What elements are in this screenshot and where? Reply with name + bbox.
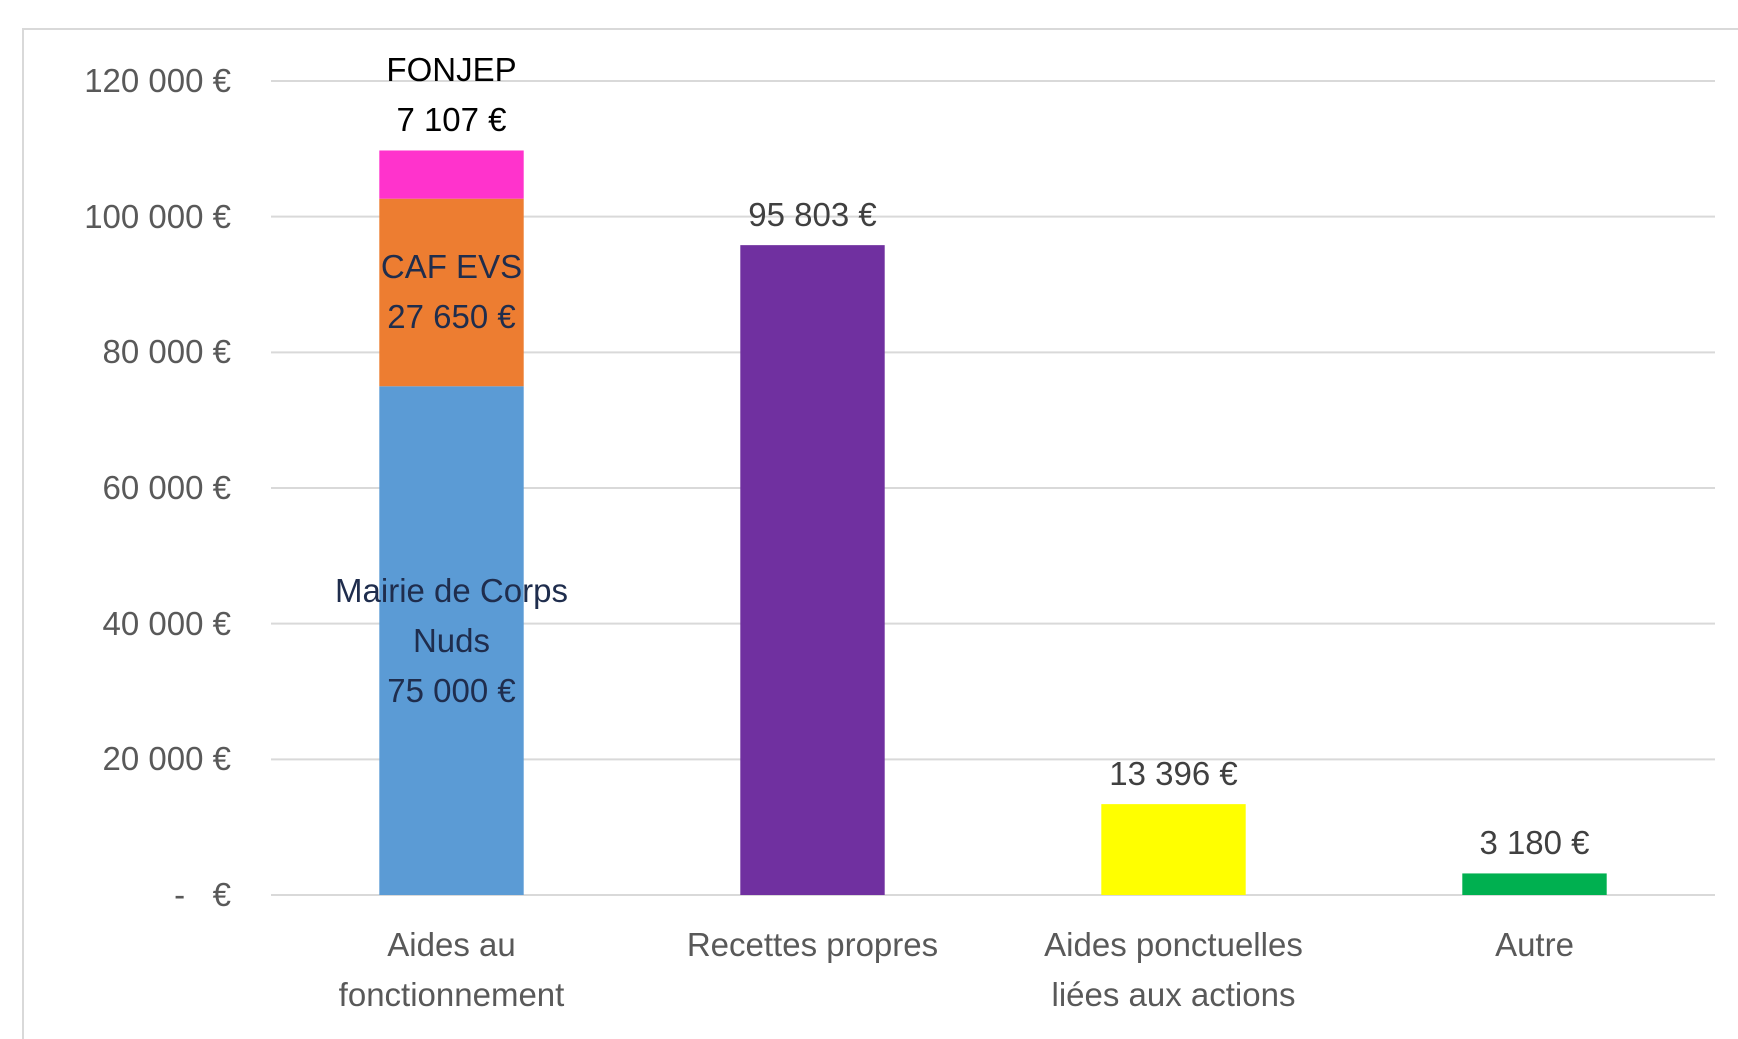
segment-name: CAF EVS: [380, 248, 523, 286]
data-label: 13 396 €: [1054, 749, 1294, 799]
bar-segment: [379, 198, 524, 387]
data-label: CAF EVS 27 650 €: [332, 242, 572, 342]
y-tick-label: 60 000 €: [102, 469, 231, 506]
y-tick-label: 100 000 €: [84, 197, 231, 235]
bar-segment: [1462, 873, 1607, 895]
value-label: 75 000 €: [387, 671, 516, 709]
data-label: 95 803 €: [693, 190, 933, 240]
value-label: 3 180 €: [1479, 824, 1590, 862]
data-label: FONJEP 7 107 €: [332, 45, 572, 145]
y-tick-label: 20 000 €: [102, 740, 231, 778]
value-label: 95 803 €: [748, 196, 877, 234]
x-tick-label: Autre: [1495, 926, 1574, 963]
x-tick-label: Aides au fonctionnement: [338, 926, 565, 1013]
x-tick-label: Aides ponctuelles liées aux actions: [1044, 926, 1303, 1013]
value-label: 13 396 €: [1109, 755, 1238, 793]
bar-segment: [379, 150, 524, 199]
bar-segment: [379, 386, 524, 895]
y-tick-label: 40 000 €: [102, 604, 231, 642]
data-label: 3 180 €: [1415, 818, 1655, 868]
segment-name: FONJEP: [386, 51, 517, 89]
y-tick-label: - €: [174, 876, 231, 913]
y-tick-label: 120 000 €: [84, 62, 231, 99]
value-label: 7 107 €: [396, 101, 507, 139]
y-tick-label: 80 000 €: [102, 333, 231, 371]
x-tick-label: Recettes propres: [686, 926, 939, 963]
value-label: 27 650 €: [387, 298, 516, 336]
bar-segment: [1101, 804, 1246, 895]
segment-name: Mairie de Corps Nuds: [335, 571, 568, 659]
bar-segment: [740, 245, 885, 895]
data-label: Mairie de Corps Nuds 75 000 €: [332, 566, 572, 716]
chart-frame: [22, 28, 1738, 1039]
